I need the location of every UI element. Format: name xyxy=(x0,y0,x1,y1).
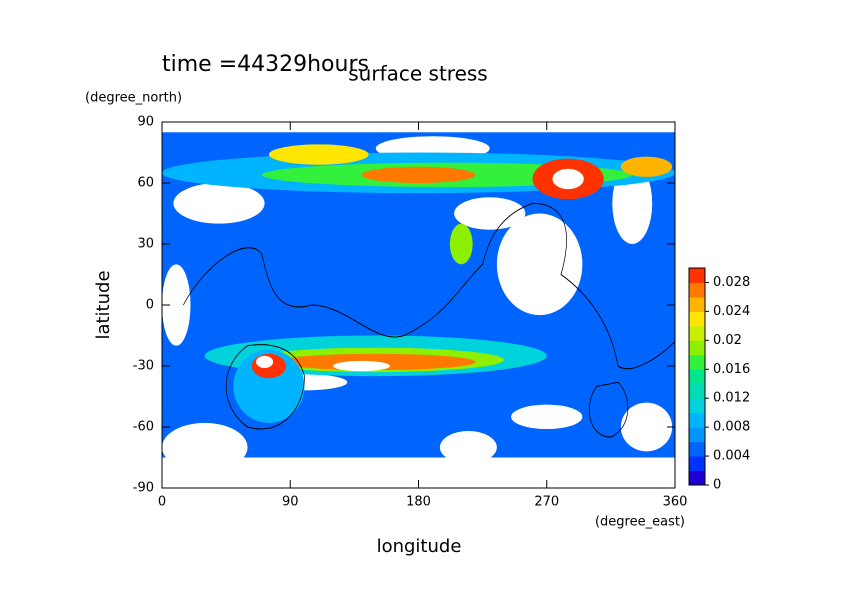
colorbar-band xyxy=(689,427,705,443)
x-tick-label: 180 xyxy=(406,495,431,510)
colorbar-band xyxy=(689,282,705,298)
colorbar-band xyxy=(689,383,705,399)
colorbar-tick-label: 0.012 xyxy=(713,391,750,406)
y-tick-label: -60 xyxy=(133,420,154,435)
y-tick-label: 30 xyxy=(137,237,154,252)
y-tick-label: 90 xyxy=(137,115,154,130)
colorbar-band xyxy=(689,354,705,370)
colorbar-band xyxy=(689,325,705,341)
y-tick-label: 60 xyxy=(137,176,154,191)
time-annotation: time =44329hours xyxy=(162,52,369,77)
chart-title: surface stress xyxy=(348,62,487,86)
colorbar-band xyxy=(689,441,705,457)
x-tick-label: 270 xyxy=(534,495,559,510)
y-tick-label: -90 xyxy=(133,481,154,496)
x-tick-label: 90 xyxy=(282,495,299,510)
colorbar-band xyxy=(689,340,705,356)
colorbar-band xyxy=(689,296,705,312)
colorbar-band xyxy=(689,369,705,385)
colorbar-tick-label: 0.016 xyxy=(713,362,750,377)
y-tick-label: 0 xyxy=(146,298,154,313)
colorbar-tick-label: 0.004 xyxy=(713,449,750,464)
colorbar-tick-label: 0.008 xyxy=(713,420,750,435)
colorbar-frame xyxy=(688,267,706,486)
x-tick-label: 0 xyxy=(158,495,166,510)
x-tick-label: 360 xyxy=(663,495,688,510)
x-units: (degree_east) xyxy=(595,515,685,530)
colorbar-band xyxy=(689,456,705,472)
x-axis-label: longitude xyxy=(377,536,462,557)
colorbar-tick-label: 0.02 xyxy=(713,333,742,348)
colorbar-tick-label: 0.024 xyxy=(713,304,750,319)
colorbar-band xyxy=(689,311,705,327)
colorbar-band xyxy=(689,268,705,283)
colorbar-tick-label: 0 xyxy=(713,478,721,493)
y-units: (degree_north) xyxy=(85,91,182,106)
contour-field xyxy=(162,122,676,488)
colorbar-band xyxy=(689,412,705,428)
colorbar-tick-label: 0.028 xyxy=(713,275,750,290)
colorbar-band xyxy=(689,398,705,414)
coastlines xyxy=(183,202,676,438)
y-tick-label: -30 xyxy=(133,359,154,374)
colorbar-band xyxy=(689,470,705,486)
field-highs xyxy=(162,144,675,423)
y-axis-label: latitude xyxy=(93,270,114,339)
